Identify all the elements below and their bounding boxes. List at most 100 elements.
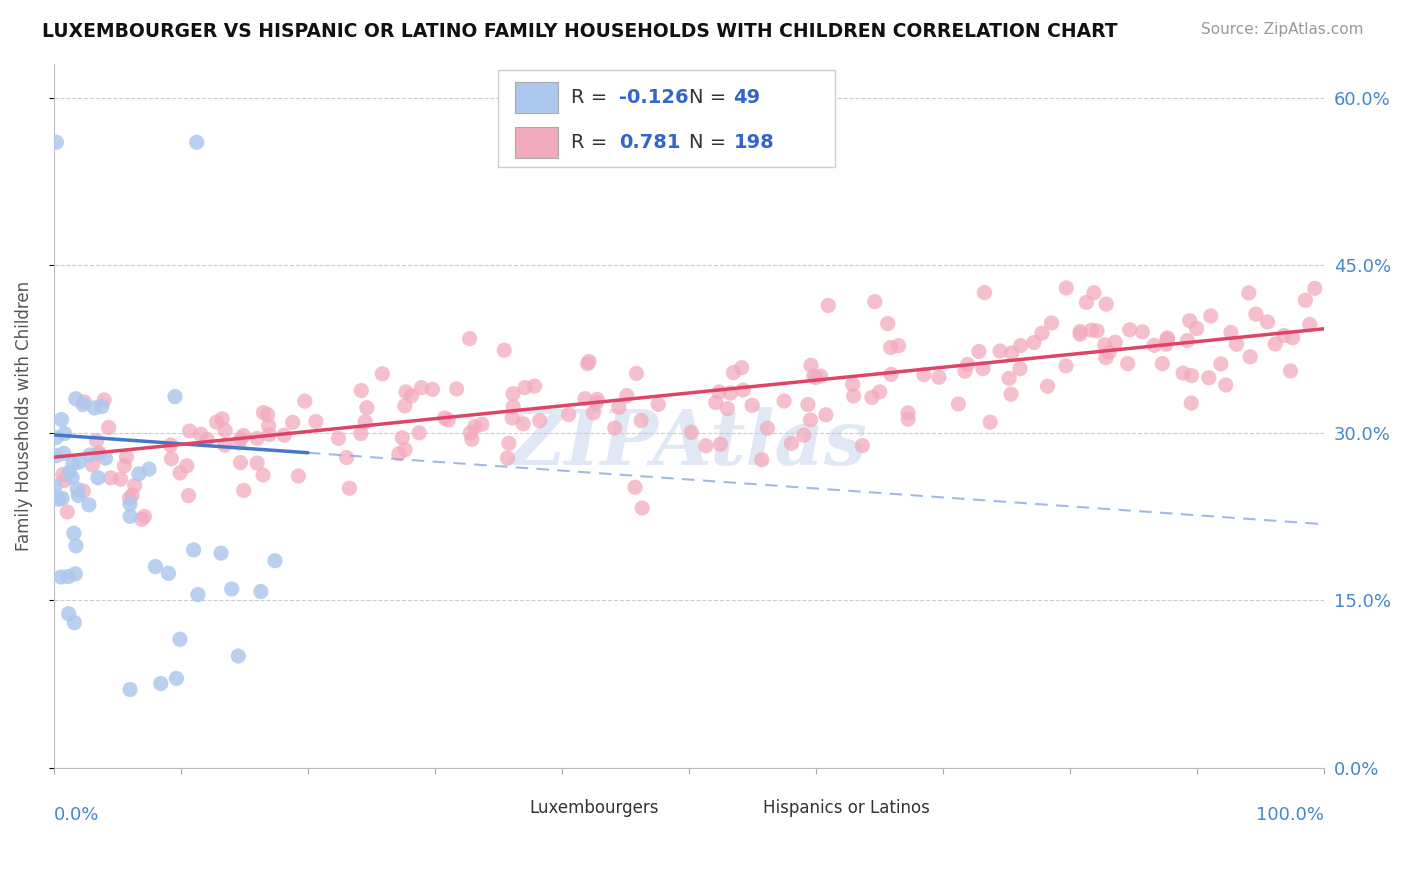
Text: Source: ZipAtlas.com: Source: ZipAtlas.com <box>1201 22 1364 37</box>
Point <box>817 298 839 312</box>
Point <box>87 446 110 460</box>
Point <box>394 442 416 457</box>
Point <box>879 341 901 355</box>
Point <box>246 431 269 445</box>
Point <box>460 425 482 440</box>
Point <box>58 569 80 583</box>
Point <box>1069 327 1091 342</box>
Point <box>250 584 273 599</box>
Point <box>1152 357 1174 371</box>
Text: Hispanics or Latinos: Hispanics or Latinos <box>762 799 929 817</box>
Point <box>741 398 763 412</box>
Point <box>1076 295 1098 310</box>
Point <box>998 371 1021 385</box>
Point <box>810 369 832 384</box>
Point <box>501 411 523 425</box>
Point <box>716 401 738 416</box>
Point <box>498 436 520 450</box>
Point <box>1154 337 1177 351</box>
Point <box>228 436 250 450</box>
Point <box>72 398 94 412</box>
Point <box>209 546 232 560</box>
Point <box>1085 324 1108 338</box>
Point <box>273 428 295 442</box>
Point <box>118 497 141 511</box>
Point <box>1008 361 1031 376</box>
Point <box>252 468 274 483</box>
Point <box>211 412 233 426</box>
Point <box>51 412 73 426</box>
Point <box>780 436 803 450</box>
Point <box>160 451 183 466</box>
Point <box>264 554 287 568</box>
Point <box>79 448 101 462</box>
Text: 0.781: 0.781 <box>619 134 681 153</box>
Point <box>1054 281 1077 295</box>
Point <box>1281 331 1303 345</box>
Point <box>391 431 413 445</box>
Point <box>631 501 654 516</box>
Point <box>388 447 411 461</box>
Point <box>1095 297 1118 311</box>
Point <box>730 360 752 375</box>
Point <box>1094 338 1116 352</box>
Point <box>257 418 280 433</box>
Point <box>557 408 579 422</box>
Point <box>804 370 827 384</box>
Point <box>45 431 67 445</box>
Point <box>232 428 254 442</box>
Point <box>1094 351 1116 365</box>
Point <box>851 439 873 453</box>
Point <box>51 491 73 506</box>
Point <box>1279 364 1302 378</box>
Point <box>73 395 96 409</box>
Point <box>87 471 110 485</box>
Point <box>138 462 160 476</box>
Point <box>128 467 150 481</box>
Text: N =: N = <box>689 134 733 153</box>
Point <box>179 424 201 438</box>
Point <box>607 401 630 415</box>
Point <box>63 526 86 541</box>
Point <box>494 343 516 358</box>
Point <box>169 466 191 480</box>
Point <box>49 570 72 584</box>
FancyBboxPatch shape <box>499 70 835 168</box>
Point <box>841 377 863 392</box>
Point <box>205 415 228 429</box>
Point <box>56 505 79 519</box>
Point <box>63 615 86 630</box>
Point <box>529 414 551 428</box>
Point <box>411 381 433 395</box>
Point <box>695 439 717 453</box>
Point <box>723 366 745 380</box>
Point <box>53 474 76 488</box>
Point <box>169 632 191 647</box>
Point <box>1185 321 1208 335</box>
Point <box>294 394 316 409</box>
Text: 0.0%: 0.0% <box>53 806 100 824</box>
Point <box>887 339 910 353</box>
Point <box>863 294 886 309</box>
Point <box>461 432 484 446</box>
Point <box>354 415 377 429</box>
Point <box>1000 387 1022 401</box>
Point <box>87 446 110 460</box>
Point <box>93 392 115 407</box>
Point <box>305 415 328 429</box>
Text: 100.0%: 100.0% <box>1256 806 1324 824</box>
Point <box>183 542 205 557</box>
Point <box>876 317 898 331</box>
Point <box>799 413 821 427</box>
Point <box>513 381 536 395</box>
Point <box>502 386 524 401</box>
Point <box>186 135 208 149</box>
Point <box>67 489 90 503</box>
Point <box>229 456 252 470</box>
Point <box>177 489 200 503</box>
Point <box>1036 379 1059 393</box>
Point <box>118 682 141 697</box>
Point <box>1272 328 1295 343</box>
Point <box>720 386 742 401</box>
Point <box>48 492 70 507</box>
